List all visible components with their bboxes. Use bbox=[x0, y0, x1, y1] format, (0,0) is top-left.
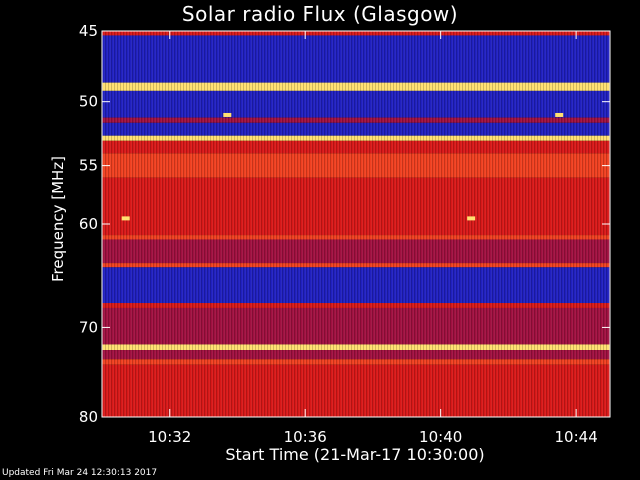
x-tick-label-0: 10:32 bbox=[148, 428, 191, 446]
burst-markers bbox=[121, 112, 564, 221]
y-tick-label-1: 50 bbox=[79, 93, 98, 111]
y-tick-label-3: 60 bbox=[79, 215, 98, 233]
texture-overlay bbox=[102, 31, 610, 417]
x-axis-ticks: 10:32 10:36 10:40 10:44 bbox=[148, 31, 598, 446]
x-tick-label-1: 10:36 bbox=[284, 428, 327, 446]
y-tick-label-0: 45 bbox=[79, 22, 98, 40]
updated-timestamp: Updated Fri Mar 24 12:30:13 2017 bbox=[2, 468, 158, 478]
y-axis-ticks: 45 50 55 60 70 80 bbox=[79, 22, 610, 426]
burst-marker-0 bbox=[121, 216, 130, 221]
y-tick-label-5: 80 bbox=[79, 408, 98, 426]
burst-marker-1 bbox=[467, 216, 476, 221]
burst-marker-3 bbox=[555, 112, 564, 117]
burst-marker-2 bbox=[223, 112, 232, 117]
x-tick-label-3: 10:44 bbox=[555, 428, 598, 446]
chart-title: Solar radio Flux (Glasgow) bbox=[181, 2, 459, 26]
y-tick-label-2: 55 bbox=[79, 157, 98, 175]
x-axis-label: Start Time (21-Mar-17 10:30:00) bbox=[225, 445, 485, 464]
x-tick-label-2: 10:40 bbox=[419, 428, 462, 446]
y-tick-label-4: 70 bbox=[79, 318, 98, 336]
